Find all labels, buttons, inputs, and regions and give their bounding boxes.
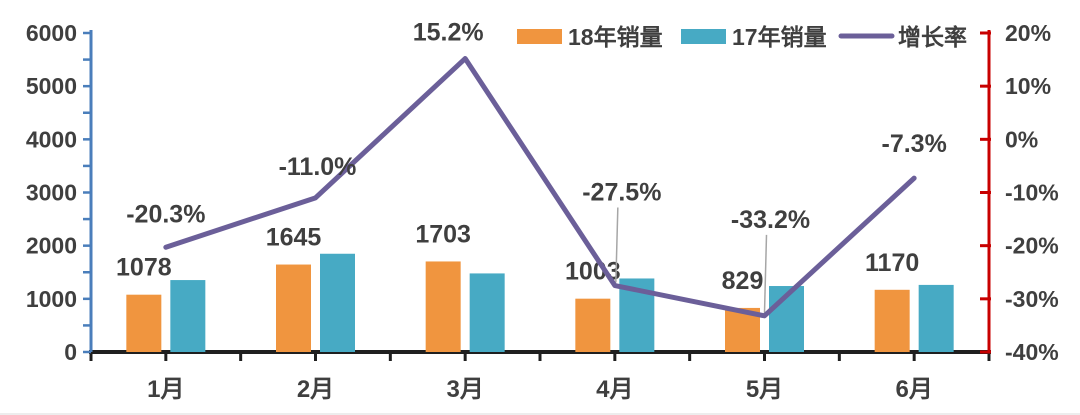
bar-value-label: 1078 <box>116 254 172 282</box>
line-data-labels: -20.3% -11.0% 15.2% -27.5% -33.2% -7.3% <box>126 19 947 234</box>
left-axis-tick-label: 6000 <box>26 20 77 46</box>
annotation-leader-lines <box>615 207 768 313</box>
legend: 18年销量 17年销量 增长率 <box>517 24 967 50</box>
left-axis-tick-label: 4000 <box>26 126 77 152</box>
growth-rate-line <box>163 56 917 319</box>
bar-17年销量-1月 <box>170 280 206 352</box>
right-axis-tick-label: -10% <box>1005 180 1059 206</box>
bar-value-label: 1703 <box>415 220 471 248</box>
right-axis-tick-label: 10% <box>1005 73 1051 99</box>
growth-rate-label: -11.0% <box>279 153 357 181</box>
right-axis-tick-label: -30% <box>1005 286 1059 312</box>
legend-swatch-17 <box>681 29 726 44</box>
bar-17年销量-6月 <box>918 284 954 352</box>
bar-18年销量-6月 <box>874 289 910 352</box>
bar-17年销量-2月 <box>320 253 355 352</box>
left-axis-tick-label: 0 <box>64 339 77 365</box>
legend-label-growth: 增长率 <box>898 24 967 50</box>
left-axis-tick-label: 2000 <box>26 233 77 259</box>
x-axis-label: 2月 <box>297 376 334 403</box>
x-axis-label: 1月 <box>147 376 184 403</box>
left-axis-tick-label: 3000 <box>26 180 77 206</box>
growth-rate-label: -33.2% <box>731 206 810 234</box>
left-axis-tick-label: 1000 <box>26 286 77 312</box>
growth-rate-label: -7.3% <box>882 130 947 158</box>
growth-rate-label: -20.3% <box>126 200 205 228</box>
bar-value-label: 1170 <box>865 249 919 277</box>
x-axis-label: 6月 <box>895 376 932 403</box>
leader-line <box>615 207 619 283</box>
right-axis-tick-label: -20% <box>1005 233 1059 259</box>
x-axis-label: 4月 <box>596 376 633 403</box>
legend-swatch-18 <box>517 29 562 44</box>
right-axis: 20% 10% 0% -10% -20% -30% -40% <box>980 20 1059 365</box>
bar-value-label: 829 <box>722 267 764 295</box>
right-axis-tick-label: 0% <box>1005 126 1038 152</box>
bar-value-label: 1645 <box>266 224 322 252</box>
right-axis-tick-label: 20% <box>1005 20 1051 46</box>
bar-18年销量-4月 <box>575 298 611 352</box>
x-axis-label: 3月 <box>446 376 483 403</box>
bar-18年销量-2月 <box>276 264 311 352</box>
left-axis-tick-label: 5000 <box>26 73 77 99</box>
growth-rate-label: -27.5% <box>582 179 661 207</box>
legend-label-17: 17年销量 <box>732 24 827 50</box>
growth-rate-label: 15.2% <box>413 19 484 47</box>
bar-series-18年销量 <box>126 261 910 352</box>
bar-17年销量-3月 <box>469 273 505 352</box>
leader-line <box>763 234 768 313</box>
bottom-divider <box>0 413 1080 415</box>
x-axis: 1月 2月 3月 4月 5月 6月 <box>89 350 991 403</box>
right-axis-tick-label: -40% <box>1005 339 1059 365</box>
left-axis: 0 1000 2000 3000 4000 5000 6000 <box>26 20 93 365</box>
x-axis-label: 5月 <box>746 376 783 403</box>
bar-18年销量-3月 <box>425 261 461 352</box>
legend-label-18: 18年销量 <box>568 24 663 50</box>
bar-18年销量-1月 <box>126 294 162 352</box>
